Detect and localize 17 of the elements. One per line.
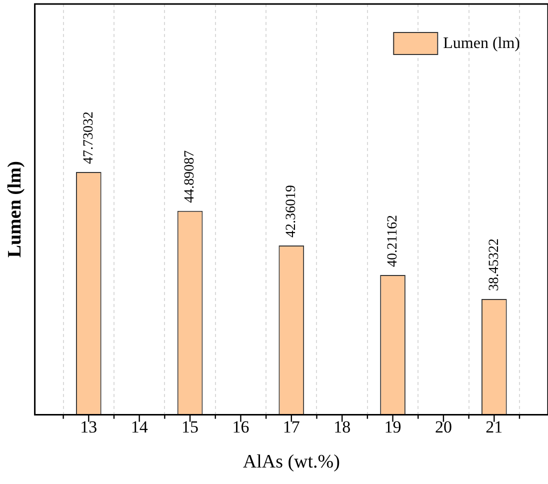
y-axis-title: Lumen (lm) bbox=[4, 161, 26, 258]
x-tick-label: 17 bbox=[282, 417, 300, 436]
legend-label: Lumen (lm) bbox=[443, 35, 520, 52]
x-tick-label: 19 bbox=[384, 417, 402, 436]
x-tick-label: 16 bbox=[232, 417, 250, 436]
x-tick-label: 20 bbox=[434, 417, 452, 436]
x-tick-label: 14 bbox=[130, 417, 148, 436]
data-label: 47.73032 bbox=[81, 112, 96, 164]
data-label: 40.21162 bbox=[385, 214, 400, 267]
x-tick-label: 21 bbox=[486, 417, 503, 436]
x-tick-label: 15 bbox=[182, 417, 199, 436]
data-label: 44.89087 bbox=[182, 150, 198, 203]
x-tick-label: 18 bbox=[334, 417, 351, 436]
x-tick-label: 13 bbox=[80, 417, 98, 436]
x-axis-title: AlAs (wt.%) bbox=[242, 452, 340, 473]
data-label: 38.45322 bbox=[486, 238, 502, 292]
data-label: 42.36019 bbox=[284, 185, 300, 238]
